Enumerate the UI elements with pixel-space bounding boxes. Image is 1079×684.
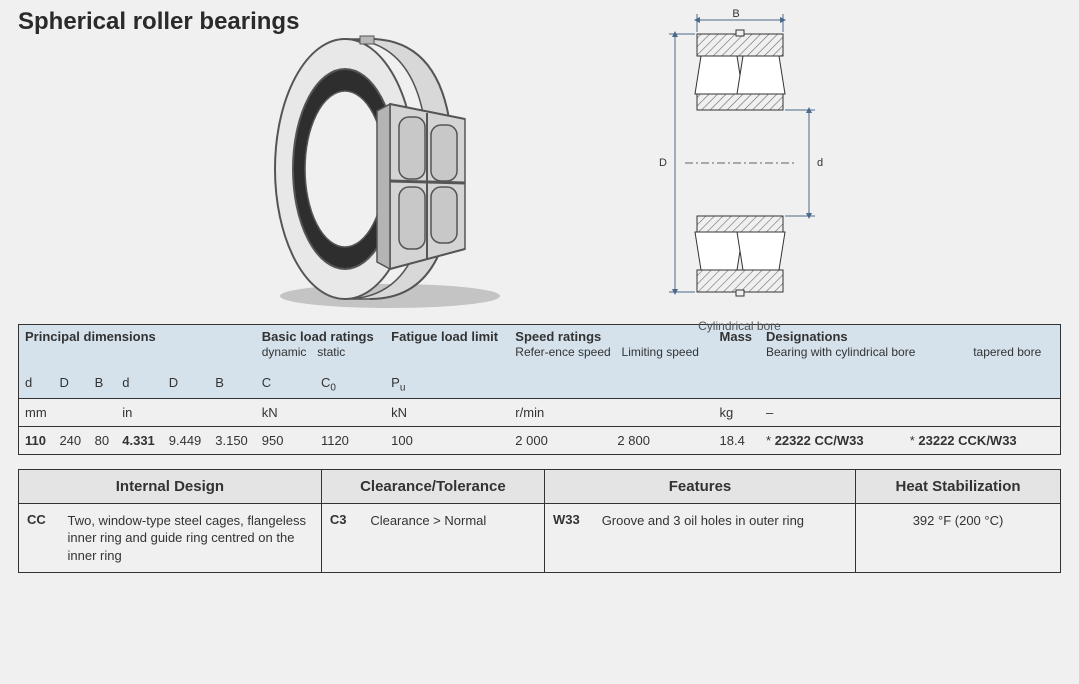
hdr-speed: Speed ratings	[515, 329, 601, 344]
val-D-mm: 240	[53, 426, 88, 454]
sym-B1: B	[89, 363, 117, 398]
internal-desc: Two, window-type steel cages, flangeless…	[59, 503, 321, 573]
val-B-mm: 80	[89, 426, 117, 454]
unit-kN2: kN	[385, 398, 509, 426]
bearing-render	[225, 24, 525, 314]
unit-kN1: kN	[256, 398, 385, 426]
sym-Pu: Pu	[385, 363, 509, 398]
diagram-caption: Cylindrical bore	[625, 319, 855, 333]
hdr-fatigue: Fatigue load limit	[391, 329, 498, 344]
val-limspeed: 2 800	[611, 426, 713, 454]
internal-code: CC	[19, 503, 60, 573]
unit-dash: –	[760, 398, 1061, 426]
sym-d1: d	[19, 363, 54, 398]
hdr-internal-design: Internal Design	[19, 469, 322, 503]
val-C0: 1120	[315, 426, 385, 454]
val-desig1: * 22322 CC/W33	[760, 426, 904, 454]
unit-in: in	[116, 398, 256, 426]
val-D-in: 9.449	[163, 426, 210, 454]
hdr-features: Features	[544, 469, 855, 503]
unit-mm: mm	[19, 398, 117, 426]
sym-C0: C0	[315, 363, 385, 398]
sym-d2: d	[116, 363, 163, 398]
hdr-clearance: Clearance/Tolerance	[321, 469, 544, 503]
val-refspeed: 2 000	[509, 426, 611, 454]
val-d-mm: 110	[19, 426, 54, 454]
val-B-in: 3.150	[209, 426, 256, 454]
unit-rmin: r/min	[509, 398, 713, 426]
hdr-basicload: Basic load ratings	[262, 329, 374, 344]
features-desc: Groove and 3 oil holes in outer ring	[594, 503, 856, 573]
dim-label-D: D	[659, 157, 667, 169]
clearance-code: C3	[321, 503, 362, 573]
dim-label-B: B	[732, 8, 739, 20]
val-desig2: * 23222 CCK/W33	[904, 426, 1061, 454]
val-d-in: 4.331	[116, 426, 163, 454]
features-code: W33	[544, 503, 593, 573]
hdr-principal: Principal dimensions	[25, 329, 156, 344]
sym-B2: B	[209, 363, 256, 398]
hdr-heat: Heat Stabilization	[856, 469, 1061, 503]
cross-section-diagram: B D	[625, 8, 855, 333]
heat-desc: 392 °F (200 °C)	[856, 503, 1061, 573]
val-Pu: 100	[385, 426, 509, 454]
dimensions-table: Principal dimensions Basic load ratings …	[18, 324, 1061, 455]
val-C: 950	[256, 426, 315, 454]
clearance-desc: Clearance > Normal	[362, 503, 544, 573]
dim-label-d: d	[817, 157, 823, 169]
sym-C: C	[256, 363, 315, 398]
sym-D1: D	[53, 363, 88, 398]
val-mass: 18.4	[714, 426, 760, 454]
unit-kg: kg	[714, 398, 760, 426]
features-table: Internal Design Clearance/Tolerance Feat…	[18, 469, 1061, 574]
sym-D2: D	[163, 363, 210, 398]
